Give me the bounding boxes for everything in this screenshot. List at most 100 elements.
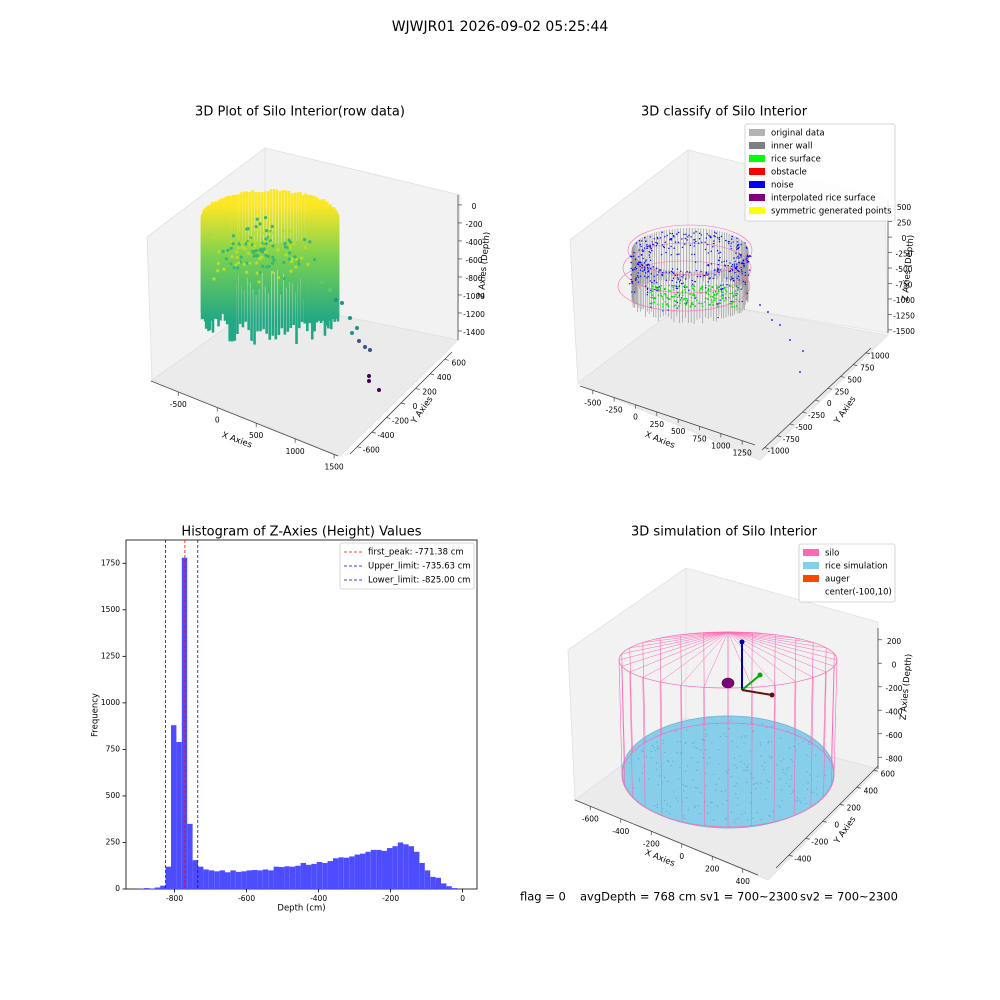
- point: [667, 781, 669, 783]
- point: [724, 289, 727, 291]
- point: [245, 227, 249, 231]
- point: [664, 241, 667, 244]
- point: [686, 285, 688, 288]
- point: [685, 233, 687, 236]
- y-axis-label: Y Axies: [832, 814, 859, 846]
- x-tick-label: 1250: [733, 449, 752, 458]
- point: [771, 756, 773, 758]
- point: [643, 268, 646, 270]
- point: [719, 256, 721, 259]
- point: [686, 301, 689, 303]
- point: [639, 243, 641, 246]
- point: [653, 746, 655, 749]
- point: [653, 297, 656, 299]
- point: [743, 264, 745, 267]
- point: [703, 275, 705, 277]
- point: [713, 819, 715, 821]
- point: [674, 274, 677, 277]
- point: [675, 287, 677, 289]
- point: [681, 800, 684, 803]
- point: [700, 302, 703, 305]
- point: [658, 290, 661, 292]
- point: [680, 270, 682, 272]
- point: [665, 279, 667, 282]
- point: [673, 247, 675, 249]
- point: [713, 234, 715, 237]
- point: [674, 304, 677, 306]
- point: [724, 293, 727, 295]
- point: [719, 735, 722, 738]
- z-tick-label: 0: [902, 234, 907, 243]
- point: [768, 814, 770, 817]
- arrow-head: [757, 672, 763, 678]
- point: [681, 276, 683, 278]
- silo-wire: [703, 687, 705, 826]
- point: [656, 747, 658, 750]
- point: [677, 277, 679, 279]
- point: [283, 245, 287, 249]
- point: [674, 293, 677, 296]
- point: [731, 278, 733, 280]
- point: [633, 268, 636, 271]
- point: [716, 723, 718, 725]
- point: [697, 761, 699, 763]
- point: [772, 810, 774, 812]
- point: [718, 763, 720, 765]
- point: [807, 782, 809, 784]
- point: [713, 299, 716, 301]
- point: [684, 742, 686, 745]
- legend-swatch: [803, 562, 819, 569]
- point: [730, 276, 733, 278]
- silo-wire: [823, 672, 827, 798]
- point: [718, 749, 720, 751]
- bar: [230, 870, 236, 889]
- point: [290, 257, 294, 261]
- wall-outline: [622, 242, 752, 294]
- point: [747, 261, 750, 263]
- point: [687, 808, 690, 811]
- bar: [295, 865, 301, 889]
- point: [651, 288, 653, 290]
- point: [813, 791, 815, 793]
- point: [743, 769, 745, 771]
- point: [711, 742, 713, 744]
- y-tick: [788, 854, 793, 857]
- y-tick: [386, 417, 391, 419]
- point: [300, 256, 304, 260]
- point: [714, 235, 716, 238]
- bar: [268, 870, 274, 889]
- point: [651, 241, 653, 243]
- y-axis-line: [775, 765, 879, 869]
- point: [282, 276, 286, 281]
- point: [730, 279, 732, 281]
- point: [709, 303, 711, 306]
- point: [650, 289, 652, 292]
- bar: [144, 888, 150, 889]
- point: [746, 247, 748, 249]
- z-tick-label: -250: [895, 250, 912, 259]
- point: [248, 238, 252, 242]
- point: [799, 371, 801, 373]
- point: [721, 261, 723, 263]
- point: [689, 293, 691, 295]
- point: [377, 388, 381, 392]
- point: [680, 282, 683, 285]
- point: [734, 785, 736, 787]
- point: [693, 294, 696, 296]
- point: [237, 261, 241, 265]
- point: [709, 235, 711, 237]
- point: [221, 249, 225, 253]
- point: [750, 773, 752, 775]
- point: [715, 789, 717, 792]
- point: [709, 288, 712, 291]
- point: [704, 284, 707, 287]
- silo-wire: [629, 672, 633, 798]
- point: [654, 286, 657, 288]
- point: [649, 245, 651, 248]
- legend-label: auger: [825, 575, 850, 585]
- point: [736, 277, 738, 280]
- legend-swatch: [803, 549, 819, 556]
- point: [725, 735, 727, 738]
- point: [744, 274, 747, 276]
- point: [731, 292, 734, 295]
